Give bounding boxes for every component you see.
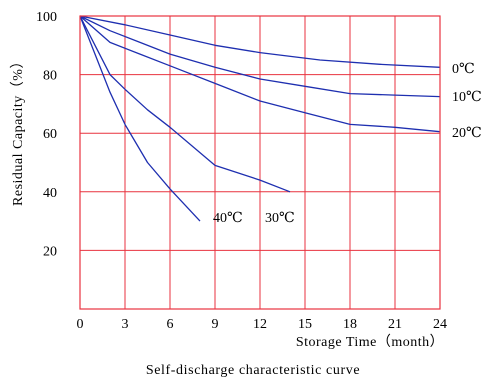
- y-tick-labels: 20 40 60 80 100: [36, 10, 57, 259]
- y-tick-label: 100: [36, 10, 57, 25]
- series-label: 40℃: [213, 211, 243, 226]
- x-tick-label: 24: [433, 317, 447, 332]
- x-tick-label: 6: [167, 317, 174, 332]
- x-tick-label: 9: [212, 317, 219, 332]
- x-tick-labels: 0 3 6 9 12 15 18 21 24: [77, 317, 448, 332]
- y-axis-title: Residual Capacity（%）: [10, 54, 26, 206]
- series-labels: 0℃ 10℃ 20℃ 30℃ 40℃: [213, 62, 482, 226]
- y-tick-label: 60: [43, 127, 57, 142]
- plot-frame: [79, 15, 441, 310]
- series-label: 20℃: [452, 126, 482, 141]
- x-tick-label: 0: [77, 317, 84, 332]
- x-tick-label: 3: [122, 317, 129, 332]
- series-line: [79, 15, 441, 68]
- series-lines: [79, 15, 441, 222]
- y-tick-label: 40: [43, 186, 57, 201]
- series-label: 10℃: [452, 90, 482, 105]
- y-tick-label: 80: [43, 69, 57, 84]
- series-line: [79, 15, 201, 222]
- series-line: [79, 15, 291, 193]
- chart-title: Self-discharge characteristic curve: [146, 363, 360, 378]
- x-tick-label: 21: [388, 317, 402, 332]
- series-label: 0℃: [452, 62, 475, 77]
- series-label: 30℃: [265, 211, 295, 226]
- x-tick-label: 15: [298, 317, 312, 332]
- x-tick-label: 12: [253, 317, 267, 332]
- grid-lines-horizontal: [80, 74, 440, 251]
- x-axis-title: Storage Time（month）: [296, 334, 444, 350]
- series-line: [79, 15, 441, 133]
- grid-lines-vertical: [124, 16, 396, 309]
- series-line: [79, 15, 441, 98]
- x-tick-label: 18: [343, 317, 357, 332]
- y-tick-label: 20: [43, 244, 57, 259]
